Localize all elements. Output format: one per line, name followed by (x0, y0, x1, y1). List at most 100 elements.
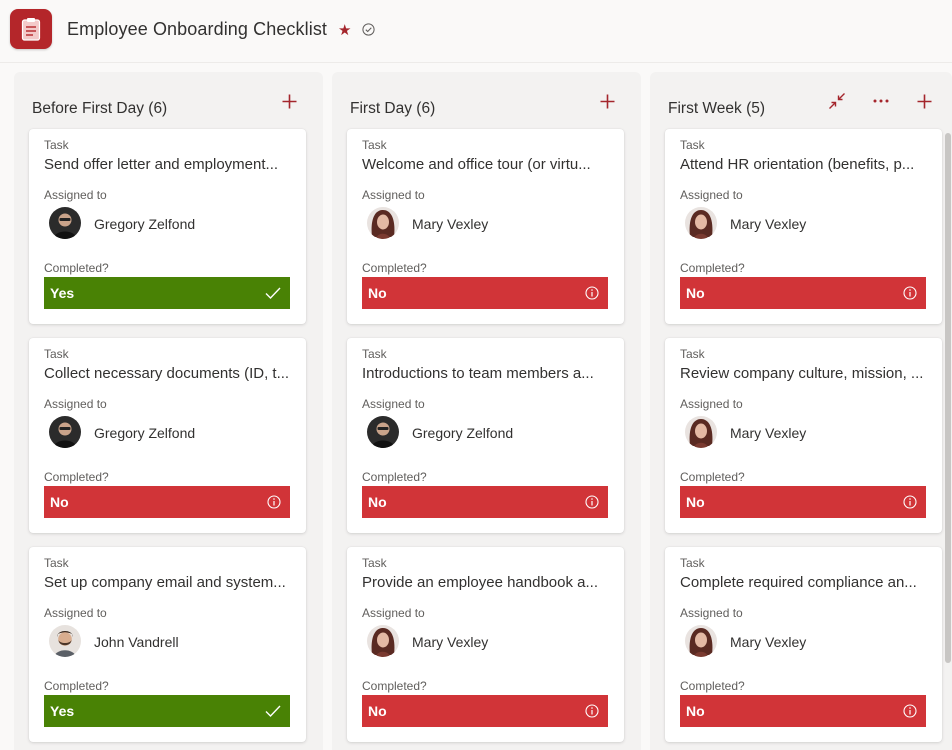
status-value: Yes (50, 285, 75, 301)
completed-label: Completed? (362, 261, 427, 275)
task-card[interactable]: Task Attend HR orientation (benefits, p.… (665, 129, 942, 324)
task-title: Provide an employee handbook a... (362, 574, 598, 591)
status-value: No (368, 703, 387, 719)
info-icon (903, 495, 917, 509)
assigned-label: Assigned to (362, 188, 425, 202)
task-card[interactable]: Task Provide an employee handbook a... A… (347, 547, 624, 742)
info-icon (903, 286, 917, 300)
status-badge[interactable]: No (362, 486, 608, 518)
assignee-name: John Vandrell (94, 634, 179, 650)
task-label: Task (44, 138, 69, 152)
avatar (685, 207, 717, 239)
column-first-week: First Week (5) Task Attend HR orientatio… (650, 72, 952, 750)
collapse-button[interactable] (826, 90, 848, 112)
add-card-button[interactable] (913, 90, 935, 112)
avatar (367, 416, 399, 448)
completed-label: Completed? (44, 261, 109, 275)
app-header: Employee Onboarding Checklist ★ (0, 0, 952, 62)
task-label: Task (680, 347, 705, 361)
task-title: Complete required compliance an... (680, 574, 917, 591)
status-badge[interactable]: Yes (44, 277, 290, 309)
assignee-name: Gregory Zelfond (94, 425, 196, 441)
task-title: Attend HR orientation (benefits, p... (680, 156, 915, 173)
task-title: Introductions to team members a... (362, 365, 594, 382)
task-card[interactable]: Task Welcome and office tour (or virtu..… (347, 129, 624, 324)
task-label: Task (680, 556, 705, 570)
assignee-name: Mary Vexley (412, 216, 489, 232)
column-before-first-day: Before First Day (6) Task Send offer let… (14, 72, 323, 750)
column-first-day: First Day (6) Task Welcome and office to… (332, 72, 641, 750)
status-badge[interactable]: Yes (44, 695, 290, 727)
column-title: First Week (5) (668, 100, 766, 117)
clipboard-icon[interactable] (10, 9, 52, 49)
page-title: Employee Onboarding Checklist (67, 19, 328, 39)
status-badge[interactable]: No (680, 695, 926, 727)
assignee-name: Mary Vexley (730, 216, 807, 232)
task-label: Task (362, 138, 387, 152)
completed-label: Completed? (362, 470, 427, 484)
status-badge[interactable]: No (362, 277, 608, 309)
info-icon (585, 704, 599, 718)
task-label: Task (362, 347, 387, 361)
task-card[interactable]: Task Set up company email and system... … (29, 547, 306, 742)
assigned-label: Assigned to (680, 606, 743, 620)
avatar (685, 625, 717, 657)
board: Before First Day (6) Task Send offer let… (0, 62, 952, 750)
assignee-name: Gregory Zelfond (94, 216, 196, 232)
status-badge[interactable]: No (44, 486, 290, 518)
assigned-label: Assigned to (44, 397, 107, 411)
task-card[interactable]: Task Introductions to team members a... … (347, 338, 624, 533)
info-icon (585, 495, 599, 509)
vertical-scrollbar[interactable] (945, 133, 951, 663)
task-card[interactable]: Task Collect necessary documents (ID, t.… (29, 338, 306, 533)
column-title: Before First Day (6) (32, 100, 168, 117)
status-value: No (686, 494, 705, 510)
status-badge[interactable]: No (680, 277, 926, 309)
assigned-label: Assigned to (44, 606, 107, 620)
avatar (49, 416, 81, 448)
task-title: Welcome and office tour (or virtu... (362, 156, 591, 173)
task-title: Review company culture, mission, ... (680, 365, 924, 382)
check-circle-icon[interactable] (362, 23, 375, 36)
add-card-button[interactable] (278, 90, 300, 112)
star-icon[interactable]: ★ (338, 22, 352, 39)
avatar (685, 416, 717, 448)
column-title: First Day (6) (350, 100, 436, 117)
completed-label: Completed? (44, 470, 109, 484)
completed-label: Completed? (362, 679, 427, 693)
status-value: Yes (50, 703, 75, 719)
plus-icon (600, 94, 614, 108)
completed-label: Completed? (680, 470, 745, 484)
completed-label: Completed? (680, 261, 745, 275)
more-options-button[interactable] (870, 90, 892, 112)
info-icon (903, 704, 917, 718)
plus-icon (282, 94, 296, 108)
checkmark-icon (265, 287, 281, 300)
task-label: Task (362, 556, 387, 570)
info-icon (267, 495, 281, 509)
avatar (49, 207, 81, 239)
avatar (49, 625, 81, 657)
task-title: Set up company email and system... (44, 574, 286, 591)
status-value: No (686, 285, 705, 301)
task-label: Task (44, 347, 69, 361)
task-card[interactable]: Task Send offer letter and employment...… (29, 129, 306, 324)
status-badge[interactable]: No (362, 695, 608, 727)
assignee-name: Gregory Zelfond (412, 425, 514, 441)
completed-label: Completed? (44, 679, 109, 693)
status-badge[interactable]: No (680, 486, 926, 518)
info-icon (585, 286, 599, 300)
assignee-name: Mary Vexley (412, 634, 489, 650)
task-card[interactable]: Task Complete required compliance an... … (665, 547, 942, 742)
assigned-label: Assigned to (680, 397, 743, 411)
task-card[interactable]: Task Review company culture, mission, ..… (665, 338, 942, 533)
avatar (367, 207, 399, 239)
add-card-button[interactable] (596, 90, 618, 112)
assigned-label: Assigned to (44, 188, 107, 202)
task-title: Send offer letter and employment... (44, 156, 279, 173)
assigned-label: Assigned to (680, 188, 743, 202)
status-value: No (50, 494, 69, 510)
status-value: No (686, 703, 705, 719)
assignee-name: Mary Vexley (730, 634, 807, 650)
assigned-label: Assigned to (362, 397, 425, 411)
